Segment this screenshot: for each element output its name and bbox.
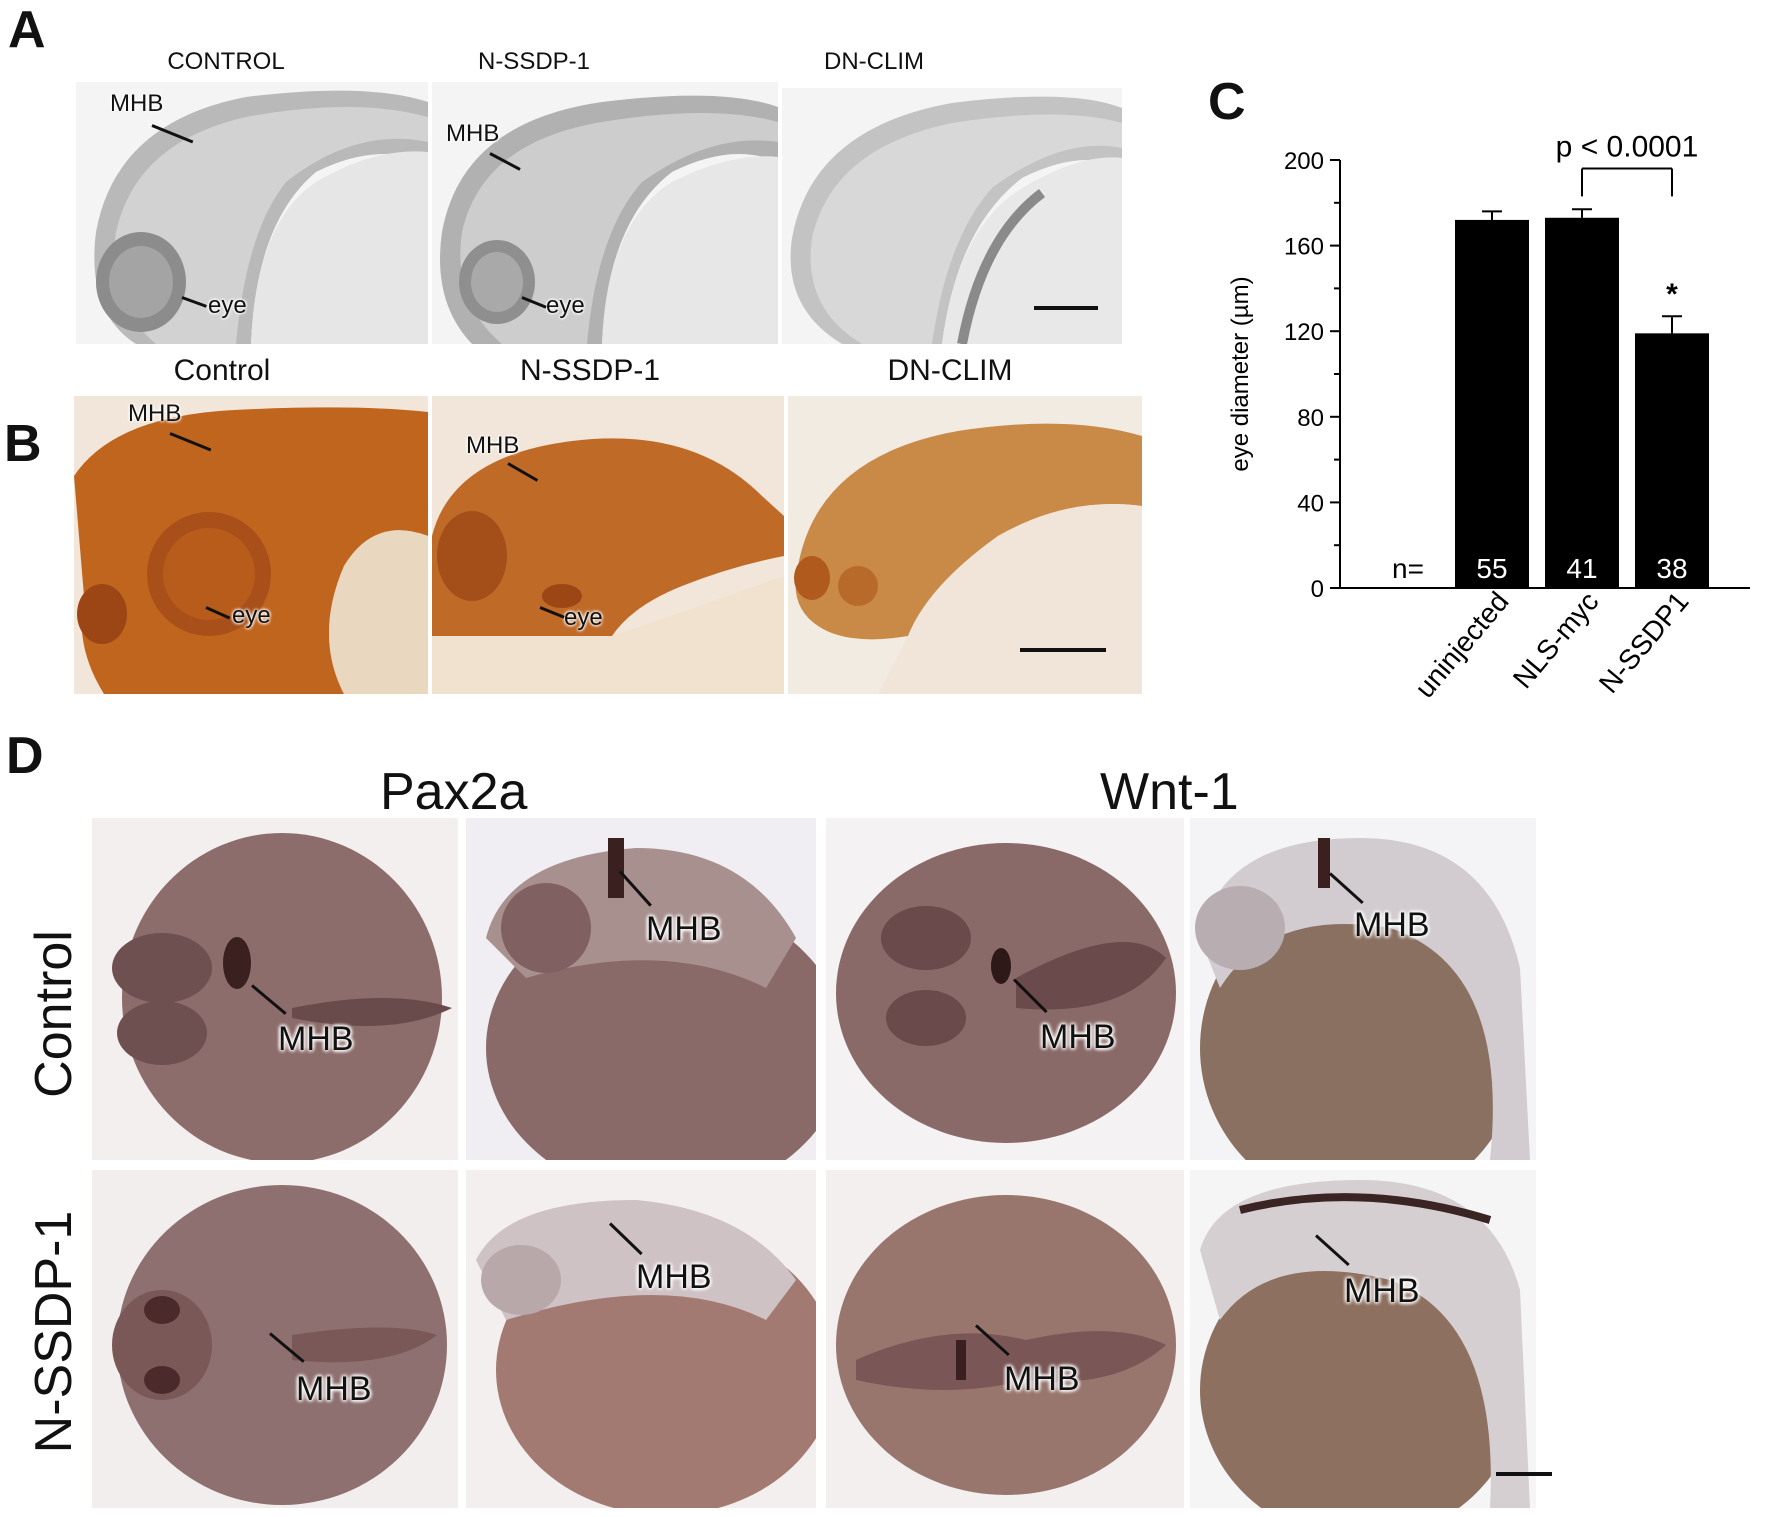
panel-d-image-pax2a-control-dorsal — [92, 818, 458, 1160]
category-label: NLS-myc — [1507, 586, 1605, 694]
panel-b-title-control: Control — [173, 354, 271, 387]
panel-a-mhb-label-nssdp1: MHB — [446, 120, 500, 147]
panel-d-mhb-label-1: MHB — [278, 1020, 354, 1058]
panel-letter-d: D — [6, 727, 44, 785]
panel-a-image-dnclim — [782, 88, 1122, 344]
category-label: uninjected — [1409, 586, 1515, 704]
panel-d-image-wnt1-nssdp1-dorsal — [826, 1170, 1184, 1508]
panel-b-eye-label-control: eye — [232, 602, 271, 629]
bar-NLS-myc — [1545, 217, 1619, 588]
panel-d-mhb-label-3: MHB — [1040, 1018, 1116, 1056]
panel-b-mhb-label-control: MHB — [128, 400, 182, 427]
panel-d-mhb-label-6: MHB — [636, 1258, 712, 1296]
n-value: 55 — [1476, 553, 1507, 584]
y-tick-label: 40 — [1297, 490, 1324, 517]
panel-b-eye-label-nssdp1: eye — [564, 604, 603, 631]
panel-a-mhb-label-control: MHB — [110, 90, 164, 117]
panel-b-image-dnclim — [788, 396, 1142, 694]
n-value: 38 — [1656, 553, 1687, 584]
panel-b-image-control — [74, 396, 428, 694]
panel-d-scale-bar — [1496, 1472, 1552, 1476]
p-value-annotation: p < 0.0001 — [1556, 131, 1699, 164]
panel-d-gene-pax2a: Pax2a — [380, 763, 528, 821]
panel-b-mhb-label-nssdp1: MHB — [466, 432, 520, 459]
panel-letter-a: A — [8, 1, 46, 59]
n-label: n= — [1392, 553, 1424, 584]
y-tick-label: 120 — [1284, 319, 1324, 346]
panel-b-title-dnclim: DN-CLIM — [887, 354, 1013, 387]
panel-d-mhb-label-7: MHB — [1004, 1360, 1080, 1398]
category-label: N-SSDP1 — [1593, 586, 1695, 699]
panel-d-mhb-label-8: MHB — [1344, 1272, 1420, 1310]
panel-b-scale-bar — [1020, 648, 1106, 652]
bar-N-SSDP1 — [1635, 333, 1709, 588]
panel-d-row-nssdp1: N-SSDP-1 — [25, 1210, 83, 1454]
panel-d-mhb-label-2: MHB — [646, 910, 722, 948]
panel-a-title-dnclim: DN-CLIM — [824, 48, 924, 75]
significance-star: * — [1666, 278, 1678, 311]
panel-a-image-nssdp1 — [432, 82, 778, 344]
panel-a-eye-label-control: eye — [208, 292, 247, 319]
y-tick-label: 80 — [1297, 405, 1324, 432]
panel-a-title-nssdp1: N-SSDP-1 — [477, 48, 591, 75]
panel-d-image-pax2a-control-lateral — [466, 818, 816, 1160]
panel-letter-b: B — [4, 415, 42, 473]
panel-d-image-wnt1-control-lateral — [1190, 818, 1536, 1160]
panel-d-image-wnt1-control-dorsal — [826, 818, 1184, 1160]
panel-d-row-control: Control — [25, 930, 83, 1098]
panel-a-image-control — [76, 82, 428, 344]
y-tick-label: 160 — [1284, 234, 1324, 261]
panel-a-title-control: CONTROL — [167, 48, 285, 75]
y-axis-label: eye diameter (µm) — [1227, 276, 1254, 471]
panel-b-image-nssdp1 — [432, 396, 784, 694]
panel-d-mhb-label-4: MHB — [1354, 906, 1430, 944]
eye-diameter-chart: 0 40 80 120 160 200 eye diameter (µm) 55uninjec… — [1227, 131, 1750, 704]
y-tick-label: 0 — [1311, 576, 1324, 603]
panel-d-gene-wnt1: Wnt-1 — [1100, 763, 1239, 821]
panel-letter-c: C — [1208, 73, 1246, 131]
panel-a-eye-label-nssdp1: eye — [546, 292, 585, 319]
panel-d-image-pax2a-nssdp1-lateral — [466, 1170, 816, 1508]
n-value: 41 — [1566, 553, 1597, 584]
panel-d-image-wnt1-nssdp1-lateral — [1190, 1170, 1536, 1508]
bar-uninjected — [1455, 219, 1529, 589]
y-tick-label: 200 — [1284, 148, 1324, 175]
embryo-drawing — [76, 82, 428, 344]
panel-d-mhb-label-5: MHB — [296, 1370, 372, 1408]
panel-a-scale-bar — [1034, 306, 1098, 310]
panel-b-title-nssdp1: N-SSDP-1 — [519, 354, 661, 387]
